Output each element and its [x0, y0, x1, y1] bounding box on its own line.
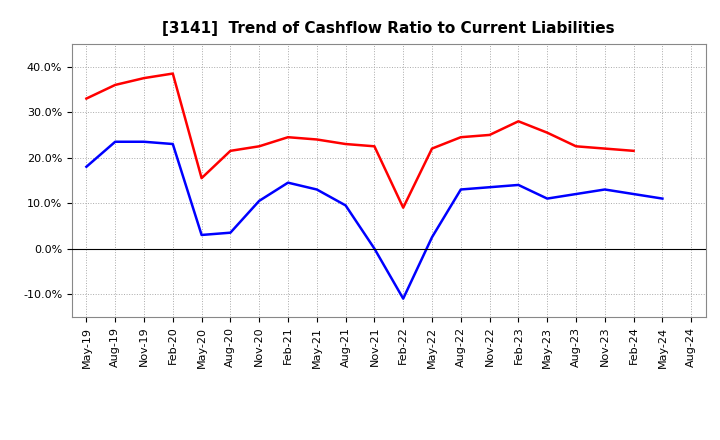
Title: [3141]  Trend of Cashflow Ratio to Current Liabilities: [3141] Trend of Cashflow Ratio to Curren…	[163, 21, 615, 36]
Free CF to Current Liabilities	[255, 198, 264, 203]
Line: Free CF to Current Liabilities: Free CF to Current Liabilities	[86, 142, 662, 299]
Free CF to Current Liabilities	[399, 296, 408, 301]
Operating CF to Current Liabilities	[572, 143, 580, 149]
Operating CF to Current Liabilities	[485, 132, 494, 138]
Line: Operating CF to Current Liabilities: Operating CF to Current Liabilities	[86, 73, 634, 208]
Operating CF to Current Liabilities	[629, 148, 638, 154]
Free CF to Current Liabilities	[456, 187, 465, 192]
Free CF to Current Liabilities	[312, 187, 321, 192]
Free CF to Current Liabilities	[428, 235, 436, 240]
Free CF to Current Liabilities	[485, 185, 494, 190]
Operating CF to Current Liabilities	[111, 82, 120, 88]
Free CF to Current Liabilities	[514, 182, 523, 187]
Free CF to Current Liabilities	[341, 203, 350, 208]
Operating CF to Current Liabilities	[456, 135, 465, 140]
Operating CF to Current Liabilities	[341, 141, 350, 147]
Operating CF to Current Liabilities	[399, 205, 408, 210]
Free CF to Current Liabilities	[140, 139, 148, 144]
Free CF to Current Liabilities	[197, 232, 206, 238]
Free CF to Current Liabilities	[658, 196, 667, 201]
Operating CF to Current Liabilities	[600, 146, 609, 151]
Operating CF to Current Liabilities	[284, 135, 292, 140]
Operating CF to Current Liabilities	[543, 130, 552, 136]
Operating CF to Current Liabilities	[312, 137, 321, 142]
Free CF to Current Liabilities	[543, 196, 552, 201]
Operating CF to Current Liabilities	[168, 71, 177, 76]
Free CF to Current Liabilities	[629, 191, 638, 197]
Operating CF to Current Liabilities	[514, 119, 523, 124]
Operating CF to Current Liabilities	[197, 176, 206, 181]
Free CF to Current Liabilities	[370, 246, 379, 251]
Operating CF to Current Liabilities	[428, 146, 436, 151]
Free CF to Current Liabilities	[284, 180, 292, 185]
Free CF to Current Liabilities	[111, 139, 120, 144]
Operating CF to Current Liabilities	[226, 148, 235, 154]
Free CF to Current Liabilities	[82, 164, 91, 169]
Operating CF to Current Liabilities	[370, 143, 379, 149]
Operating CF to Current Liabilities	[255, 143, 264, 149]
Free CF to Current Liabilities	[600, 187, 609, 192]
Free CF to Current Liabilities	[572, 191, 580, 197]
Free CF to Current Liabilities	[226, 230, 235, 235]
Operating CF to Current Liabilities	[140, 76, 148, 81]
Free CF to Current Liabilities	[168, 141, 177, 147]
Operating CF to Current Liabilities	[82, 96, 91, 101]
